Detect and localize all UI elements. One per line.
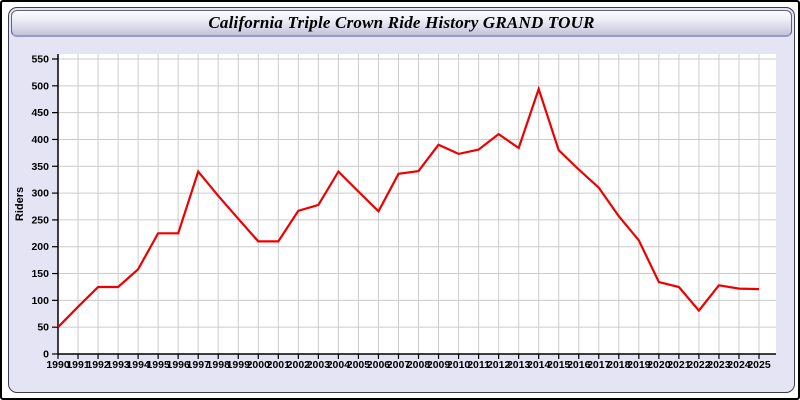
x-tick-label: 2025: [747, 359, 771, 371]
x-tick-label: 1997: [187, 359, 211, 371]
x-tick-label: 1993: [106, 359, 130, 371]
x-tick-label: 2000: [247, 359, 271, 371]
y-tick-label: 0: [43, 349, 49, 361]
y-tick-label: 200: [31, 241, 49, 253]
x-tick-label: 2015: [547, 359, 571, 371]
x-tick-label: 2021: [667, 359, 691, 371]
y-axis-tick-labels: 0 50 100 150 200 250 300 350 400 450 500 550: [31, 54, 49, 361]
x-tick-label: 1998: [207, 359, 231, 371]
x-tick-label: 2001: [267, 359, 291, 371]
x-tick-label: 2006: [367, 359, 391, 371]
grid-lines: [58, 54, 776, 354]
x-tick-label: 2022: [687, 359, 711, 371]
x-tick-label: 2002: [287, 359, 311, 371]
x-tick-label: 1995: [146, 359, 170, 371]
x-tick-label: 2020: [647, 359, 671, 371]
y-tick-label: 350: [31, 161, 49, 173]
x-tick-label: 2004: [327, 359, 351, 371]
x-tick-label: 1996: [166, 359, 190, 371]
x-tick-label: 1990: [46, 359, 70, 371]
chart-title: California Triple Crown Ride History GRA…: [208, 13, 595, 32]
x-tick-label: 1992: [86, 359, 110, 371]
y-tick-label: 50: [37, 322, 49, 334]
riders-line: [57, 85, 760, 328]
x-tick-label: 1999: [227, 359, 251, 371]
x-tick-label: 2018: [607, 359, 631, 371]
x-tick-label: 2008: [407, 359, 431, 371]
x-axis-tick-labels: 1990199119921993199419951996199719981999…: [46, 359, 771, 371]
y-tick-label: 250: [31, 214, 49, 226]
x-tick-label: 2017: [587, 359, 611, 371]
x-tick-label: 2009: [427, 359, 451, 371]
x-tick-label: 2007: [387, 359, 411, 371]
plot-area: [58, 54, 776, 354]
x-tick-label: 2024: [727, 359, 751, 371]
x-tick-label: 2012: [487, 359, 511, 371]
x-tick-label: 2003: [307, 359, 331, 371]
y-axis-title: Riders: [14, 187, 26, 221]
x-tick-label: 2014: [527, 359, 551, 371]
y-tick-label: 150: [31, 268, 49, 280]
y-tick-label: 450: [31, 107, 49, 119]
y-tick-label: 100: [31, 295, 49, 307]
x-tick-label: 2011: [467, 359, 490, 371]
axis-ticks: [52, 58, 760, 359]
title-bar: California Triple Crown Ride History GRA…: [11, 10, 792, 37]
x-tick-label: 2013: [507, 359, 531, 371]
x-tick-label: 2010: [447, 359, 471, 371]
x-tick-label: 2016: [567, 359, 591, 371]
y-tick-label: 400: [31, 134, 49, 146]
y-tick-label: 550: [31, 54, 49, 66]
x-tick-label: 1994: [126, 359, 150, 371]
x-tick-label: 1991: [66, 359, 90, 371]
x-tick-label: 2023: [707, 359, 731, 371]
y-tick-label: 500: [31, 80, 49, 92]
x-tick-label: 2019: [627, 359, 651, 371]
x-tick-label: 2005: [347, 359, 371, 371]
y-tick-label: 300: [31, 188, 49, 200]
